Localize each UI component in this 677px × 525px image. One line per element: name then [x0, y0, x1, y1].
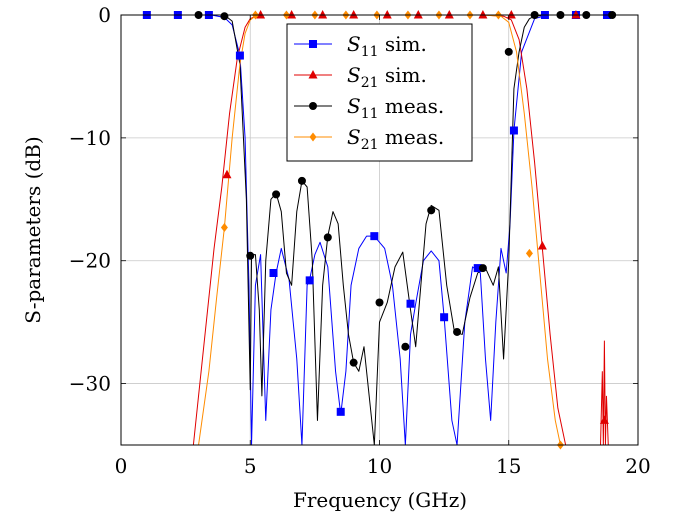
series-0: [121, 14, 638, 445]
y-tick-label: −20: [69, 249, 111, 273]
series-spike: [600, 340, 609, 445]
series-2: [121, 14, 638, 445]
data-point: [571, 10, 581, 19]
legend-symbol: S: [347, 94, 361, 118]
data-point: [305, 276, 314, 285]
legend-label: sim.: [379, 63, 427, 87]
data-point: [323, 233, 332, 242]
data-point: [349, 10, 359, 19]
series-2-markers: [194, 11, 617, 367]
x-axis-label: Frequency (GHz): [293, 488, 467, 512]
legend-marker: [308, 70, 318, 79]
data-point: [599, 415, 609, 424]
x-tick-label: 20: [625, 454, 650, 478]
x-tick-label: 0: [115, 454, 128, 478]
data-point: [370, 232, 379, 241]
data-point: [222, 169, 232, 179]
legend-subscript: 21: [361, 137, 379, 153]
data-point: [453, 327, 462, 336]
data-point: [440, 313, 449, 322]
data-point: [220, 223, 228, 233]
legend-box: [286, 23, 473, 162]
data-point: [509, 126, 518, 135]
data-point: [382, 10, 392, 19]
data-point: [272, 190, 281, 199]
data-point: [246, 251, 255, 260]
legend-symbol: S: [347, 63, 361, 87]
series-lines: [121, 14, 638, 445]
legend-text: S11 meas.: [347, 94, 444, 122]
data-point: [375, 298, 384, 307]
legend-label: meas.: [379, 125, 445, 149]
data-point: [427, 206, 436, 215]
data-point: [256, 10, 266, 19]
plot-frame: [120, 14, 639, 446]
data-point: [235, 51, 244, 60]
data-point: [401, 342, 410, 351]
legend-subscript: 11: [361, 44, 379, 60]
data-point: [537, 240, 547, 250]
data-point: [478, 264, 487, 273]
legend-label: sim.: [379, 32, 427, 56]
data-point: [297, 176, 306, 185]
data-point: [220, 12, 229, 21]
legend-subscript: 11: [361, 106, 379, 122]
data-point: [473, 264, 482, 273]
data-point: [413, 10, 423, 19]
y-tick-label: −30: [69, 372, 111, 396]
legend-marker: [309, 132, 317, 142]
data-point: [444, 10, 454, 19]
legend-symbol: S: [347, 125, 361, 149]
data-point: [318, 10, 328, 19]
legend-marker: [309, 102, 317, 110]
data-point: [287, 10, 297, 19]
data-point: [504, 47, 513, 56]
y-tick-label: 0: [98, 3, 111, 27]
y-axis-label: S-parameters (dB): [21, 136, 45, 323]
axes: 0 5 10 15 20 0 −10 −20 −30: [69, 3, 651, 478]
data-point: [349, 358, 358, 367]
x-tick-label: 10: [367, 454, 392, 478]
legend-label: meas.: [379, 94, 445, 118]
legend-subscript: 21: [361, 75, 379, 91]
legend-symbol: S: [347, 32, 361, 56]
legend: S11 sim.S21 sim.S11 meas.S21 meas.: [286, 23, 473, 162]
legend-text: S11 sim.: [347, 32, 427, 60]
data-point: [525, 248, 533, 258]
legend-text: S21 sim.: [347, 63, 427, 91]
data-point: [269, 269, 278, 277]
y-tick-label: −10: [69, 126, 111, 150]
data-point: [336, 407, 345, 416]
legend-text: S21 meas.: [347, 125, 444, 153]
x-tick-label: 15: [496, 454, 521, 478]
series-line: [121, 14, 638, 445]
data-point: [406, 299, 415, 308]
x-tick-label: 5: [244, 454, 257, 478]
data-point: [478, 10, 488, 19]
legend-marker: [309, 40, 317, 48]
series-1-markers: [222, 10, 609, 424]
data-point: [506, 10, 516, 19]
series-line: [121, 14, 638, 445]
